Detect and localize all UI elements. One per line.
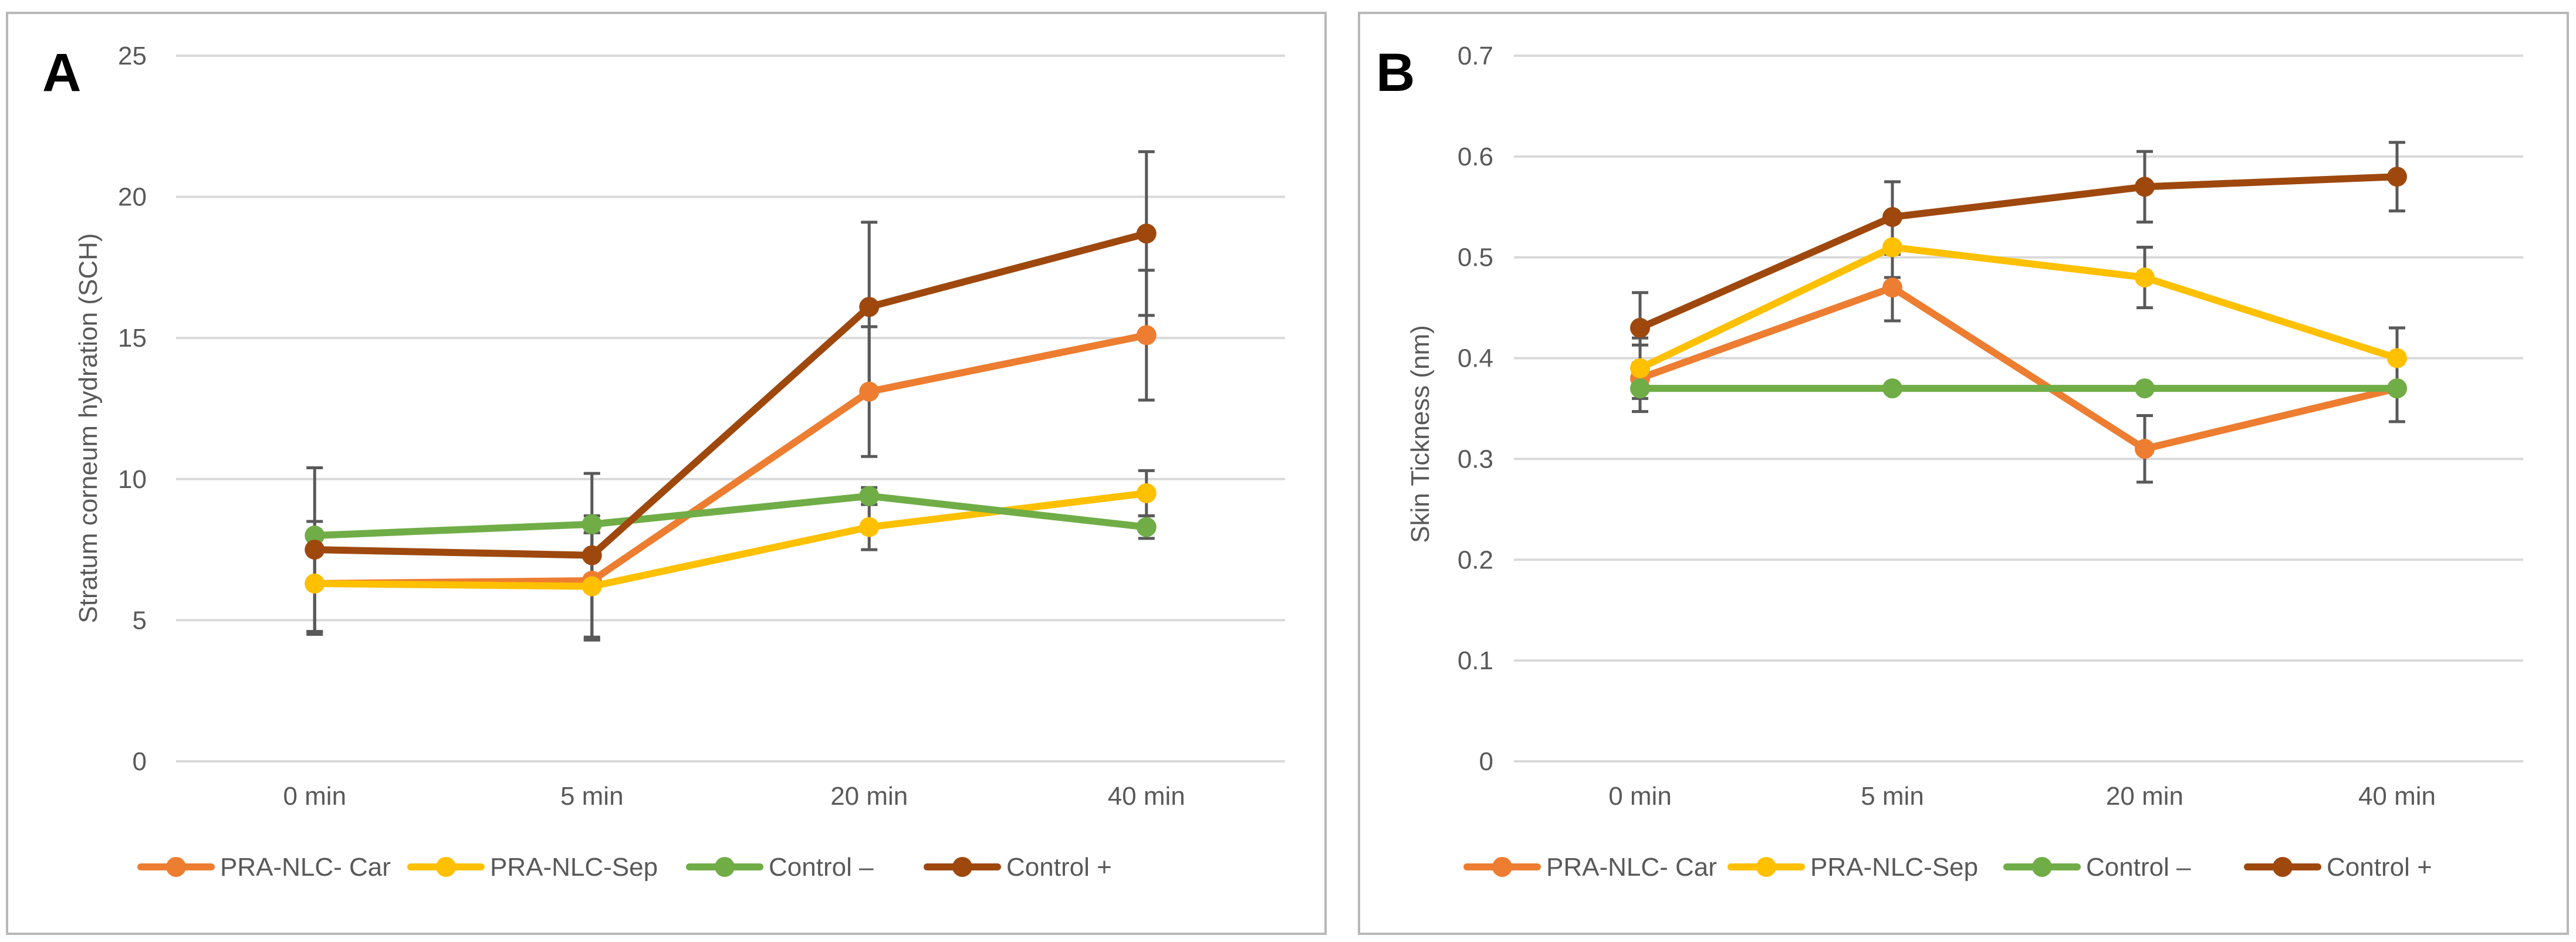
data-point bbox=[582, 514, 602, 534]
data-point bbox=[1136, 223, 1157, 244]
series-line bbox=[1637, 284, 2401, 453]
data-point bbox=[2387, 378, 2407, 399]
panel-b-y-tick-label: 0.3 bbox=[1458, 445, 1493, 473]
panel-b-y-tick-label: 0.2 bbox=[1458, 545, 1493, 574]
panel-a-chart: A Stratum corneum hydration (SCH) 0 5 10 15… bbox=[6, 12, 1327, 935]
data-point bbox=[305, 526, 325, 546]
panel-b-y-tick-label: 0.6 bbox=[1458, 143, 1493, 171]
panel-a-x-tick-label: 0 min bbox=[283, 782, 346, 811]
panel-b-chart: B Skin Tickness (nm) 0 0.1 0.2 0.3 0.4 0.5 0.6… bbox=[1358, 12, 2569, 935]
panel-a-y-tick-label: 10 bbox=[118, 465, 147, 494]
panel-a-y-tick-label: 20 bbox=[118, 183, 147, 212]
legend-label: PRA-NLC-Sep bbox=[1810, 853, 1978, 882]
panel-a-y-tick-label: 15 bbox=[118, 324, 147, 353]
panel-a-x-tick-label: 5 min bbox=[560, 782, 624, 811]
legend-swatch-marker bbox=[952, 857, 972, 877]
data-point bbox=[2135, 177, 2155, 197]
data-point bbox=[2135, 439, 2155, 459]
data-point bbox=[1630, 358, 1650, 378]
panel-b-legend-item: PRA-NLC-Sep bbox=[1728, 853, 1978, 882]
data-point bbox=[1630, 378, 1650, 399]
panel-b-x-tick-label: 20 min bbox=[2106, 782, 2183, 811]
panel-b-y-tick-label: 0.5 bbox=[1458, 243, 1493, 272]
data-point bbox=[859, 297, 880, 317]
legend-label: Control + bbox=[1006, 853, 1112, 882]
series-line bbox=[311, 492, 1150, 540]
panel-b-series-line-group-3 bbox=[1630, 167, 2407, 338]
legend-label: Control + bbox=[2327, 853, 2432, 882]
legend-swatch-marker bbox=[2273, 857, 2293, 877]
data-point bbox=[305, 573, 325, 594]
data-point bbox=[1882, 206, 1902, 227]
panel-a-label: A bbox=[42, 43, 81, 103]
panel-a-y-axis-title: Stratum corneum hydration (SCH) bbox=[74, 233, 103, 623]
legend-swatch-marker bbox=[715, 857, 735, 877]
legend-label: Control – bbox=[769, 853, 874, 882]
panel-a-series-line-group-3 bbox=[305, 223, 1157, 565]
panel-b-y-tick-label: 0.1 bbox=[1458, 646, 1493, 675]
panel-a-legend-item: Control – bbox=[686, 853, 874, 882]
legend-swatch-marker bbox=[436, 857, 456, 877]
data-point bbox=[582, 576, 602, 597]
data-point bbox=[1136, 325, 1157, 345]
panel-a-frame bbox=[6, 12, 1327, 935]
panel-a-y-tick-label: 5 bbox=[133, 606, 147, 635]
panel-b-y-axis-title: Skin Tickness (nm) bbox=[1406, 325, 1435, 543]
legend-label: PRA-NLC- Car bbox=[1546, 853, 1717, 882]
data-point bbox=[2387, 348, 2407, 368]
panel-b-legend-item: PRA-NLC- Car bbox=[1463, 853, 1717, 882]
panel-a-y-tick-label: 0 bbox=[133, 747, 147, 776]
legend-label: PRA-NLC-Sep bbox=[490, 853, 658, 882]
data-point bbox=[2135, 378, 2155, 399]
series-line bbox=[1637, 243, 2401, 372]
data-point bbox=[2135, 267, 2155, 288]
data-point bbox=[859, 517, 880, 537]
data-point bbox=[1136, 517, 1157, 537]
data-point bbox=[2387, 167, 2407, 187]
panel-b-frame bbox=[1358, 12, 2569, 935]
legend-swatch-marker bbox=[2032, 857, 2052, 877]
data-point bbox=[1630, 318, 1650, 338]
data-point bbox=[1882, 277, 1902, 298]
panel-b-x-tick-label: 40 min bbox=[2358, 782, 2436, 811]
data-point bbox=[859, 381, 880, 402]
panel-b-y-tick-label: 0.4 bbox=[1458, 344, 1493, 373]
data-point bbox=[305, 540, 325, 560]
panel-a-legend-item: PRA-NLC- Car bbox=[137, 853, 391, 882]
panel-b-legend-item: Control – bbox=[2003, 853, 2191, 882]
panel-a-y-tick-label: 25 bbox=[118, 42, 147, 70]
panel-a-legend-item: Control + bbox=[924, 853, 1112, 882]
panel-a-x-tick-label: 40 min bbox=[1108, 782, 1185, 811]
data-point bbox=[1136, 483, 1157, 503]
data-point bbox=[859, 486, 880, 506]
panel-b-y-tick-label: 0.7 bbox=[1458, 42, 1493, 70]
legend-swatch-marker bbox=[1492, 857, 1512, 877]
series-line bbox=[311, 230, 1150, 559]
legend-swatch-marker bbox=[1756, 857, 1776, 877]
data-point bbox=[1882, 378, 1902, 399]
legend-label: Control – bbox=[2086, 853, 2191, 882]
panel-a-series-line-group-2 bbox=[305, 486, 1157, 546]
panel-b-x-tick-label: 5 min bbox=[1861, 782, 1924, 811]
panel-a-x-tick-label: 20 min bbox=[830, 782, 908, 811]
panel-b-series-line-group-1 bbox=[1630, 237, 2407, 378]
legend-label: PRA-NLC- Car bbox=[220, 853, 391, 882]
legend-swatch-marker bbox=[166, 857, 186, 877]
data-point bbox=[582, 545, 602, 565]
panel-b-legend-item: Control + bbox=[2244, 853, 2432, 882]
data-point bbox=[1882, 237, 1902, 257]
panel-b-y-tick-label: 0 bbox=[1479, 747, 1493, 776]
panel-b-label: B bbox=[1376, 43, 1415, 103]
series-line bbox=[1637, 173, 2401, 332]
panel-a-legend-item: PRA-NLC-Sep bbox=[407, 853, 658, 882]
panel-b-x-tick-label: 0 min bbox=[1608, 782, 1672, 811]
panel-b-series-line-group-2 bbox=[1630, 378, 2407, 399]
